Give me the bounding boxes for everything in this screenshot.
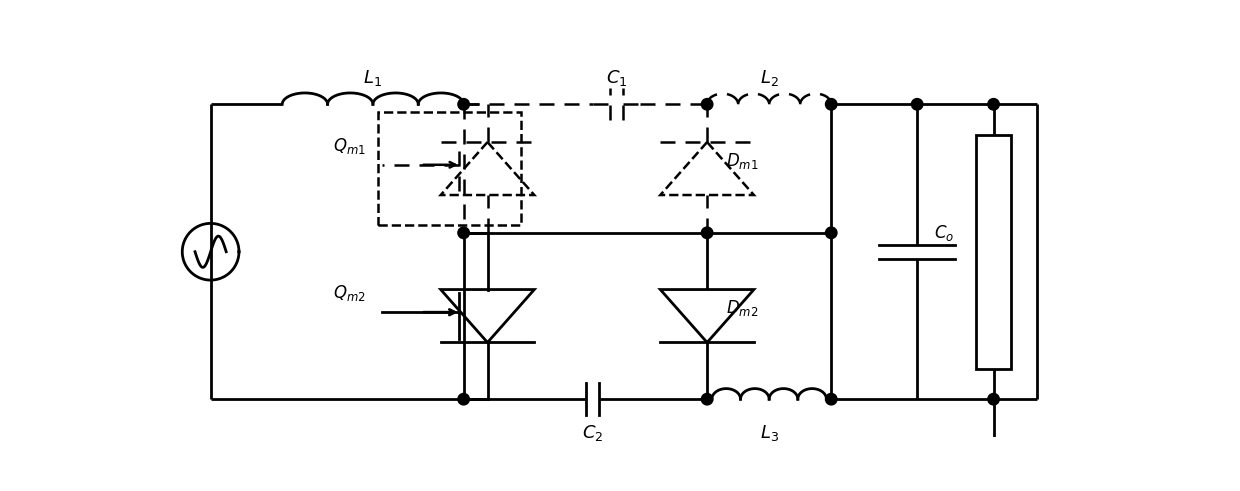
Circle shape bbox=[458, 227, 470, 239]
Circle shape bbox=[826, 99, 837, 110]
Bar bbox=[976, 135, 1011, 369]
Circle shape bbox=[826, 393, 837, 405]
Circle shape bbox=[988, 393, 999, 405]
Text: $D_{m2}$: $D_{m2}$ bbox=[727, 299, 759, 319]
Bar bbox=[378, 112, 521, 225]
Text: $Q_{m2}$: $Q_{m2}$ bbox=[332, 283, 366, 303]
Circle shape bbox=[702, 227, 713, 239]
Text: $L_1$: $L_1$ bbox=[363, 68, 382, 88]
Text: $C_1$: $C_1$ bbox=[605, 68, 627, 88]
Circle shape bbox=[702, 393, 713, 405]
Circle shape bbox=[911, 99, 923, 110]
Circle shape bbox=[988, 99, 999, 110]
Text: $C_2$: $C_2$ bbox=[582, 423, 603, 443]
Circle shape bbox=[458, 99, 470, 110]
Text: $L_2$: $L_2$ bbox=[760, 68, 779, 88]
Circle shape bbox=[702, 99, 713, 110]
Circle shape bbox=[458, 393, 470, 405]
Text: $L_3$: $L_3$ bbox=[760, 423, 779, 443]
Text: $D_{m1}$: $D_{m1}$ bbox=[727, 151, 759, 171]
Text: $Q_{m1}$: $Q_{m1}$ bbox=[332, 136, 366, 156]
Text: $C_o$: $C_o$ bbox=[935, 223, 955, 243]
Circle shape bbox=[826, 227, 837, 239]
